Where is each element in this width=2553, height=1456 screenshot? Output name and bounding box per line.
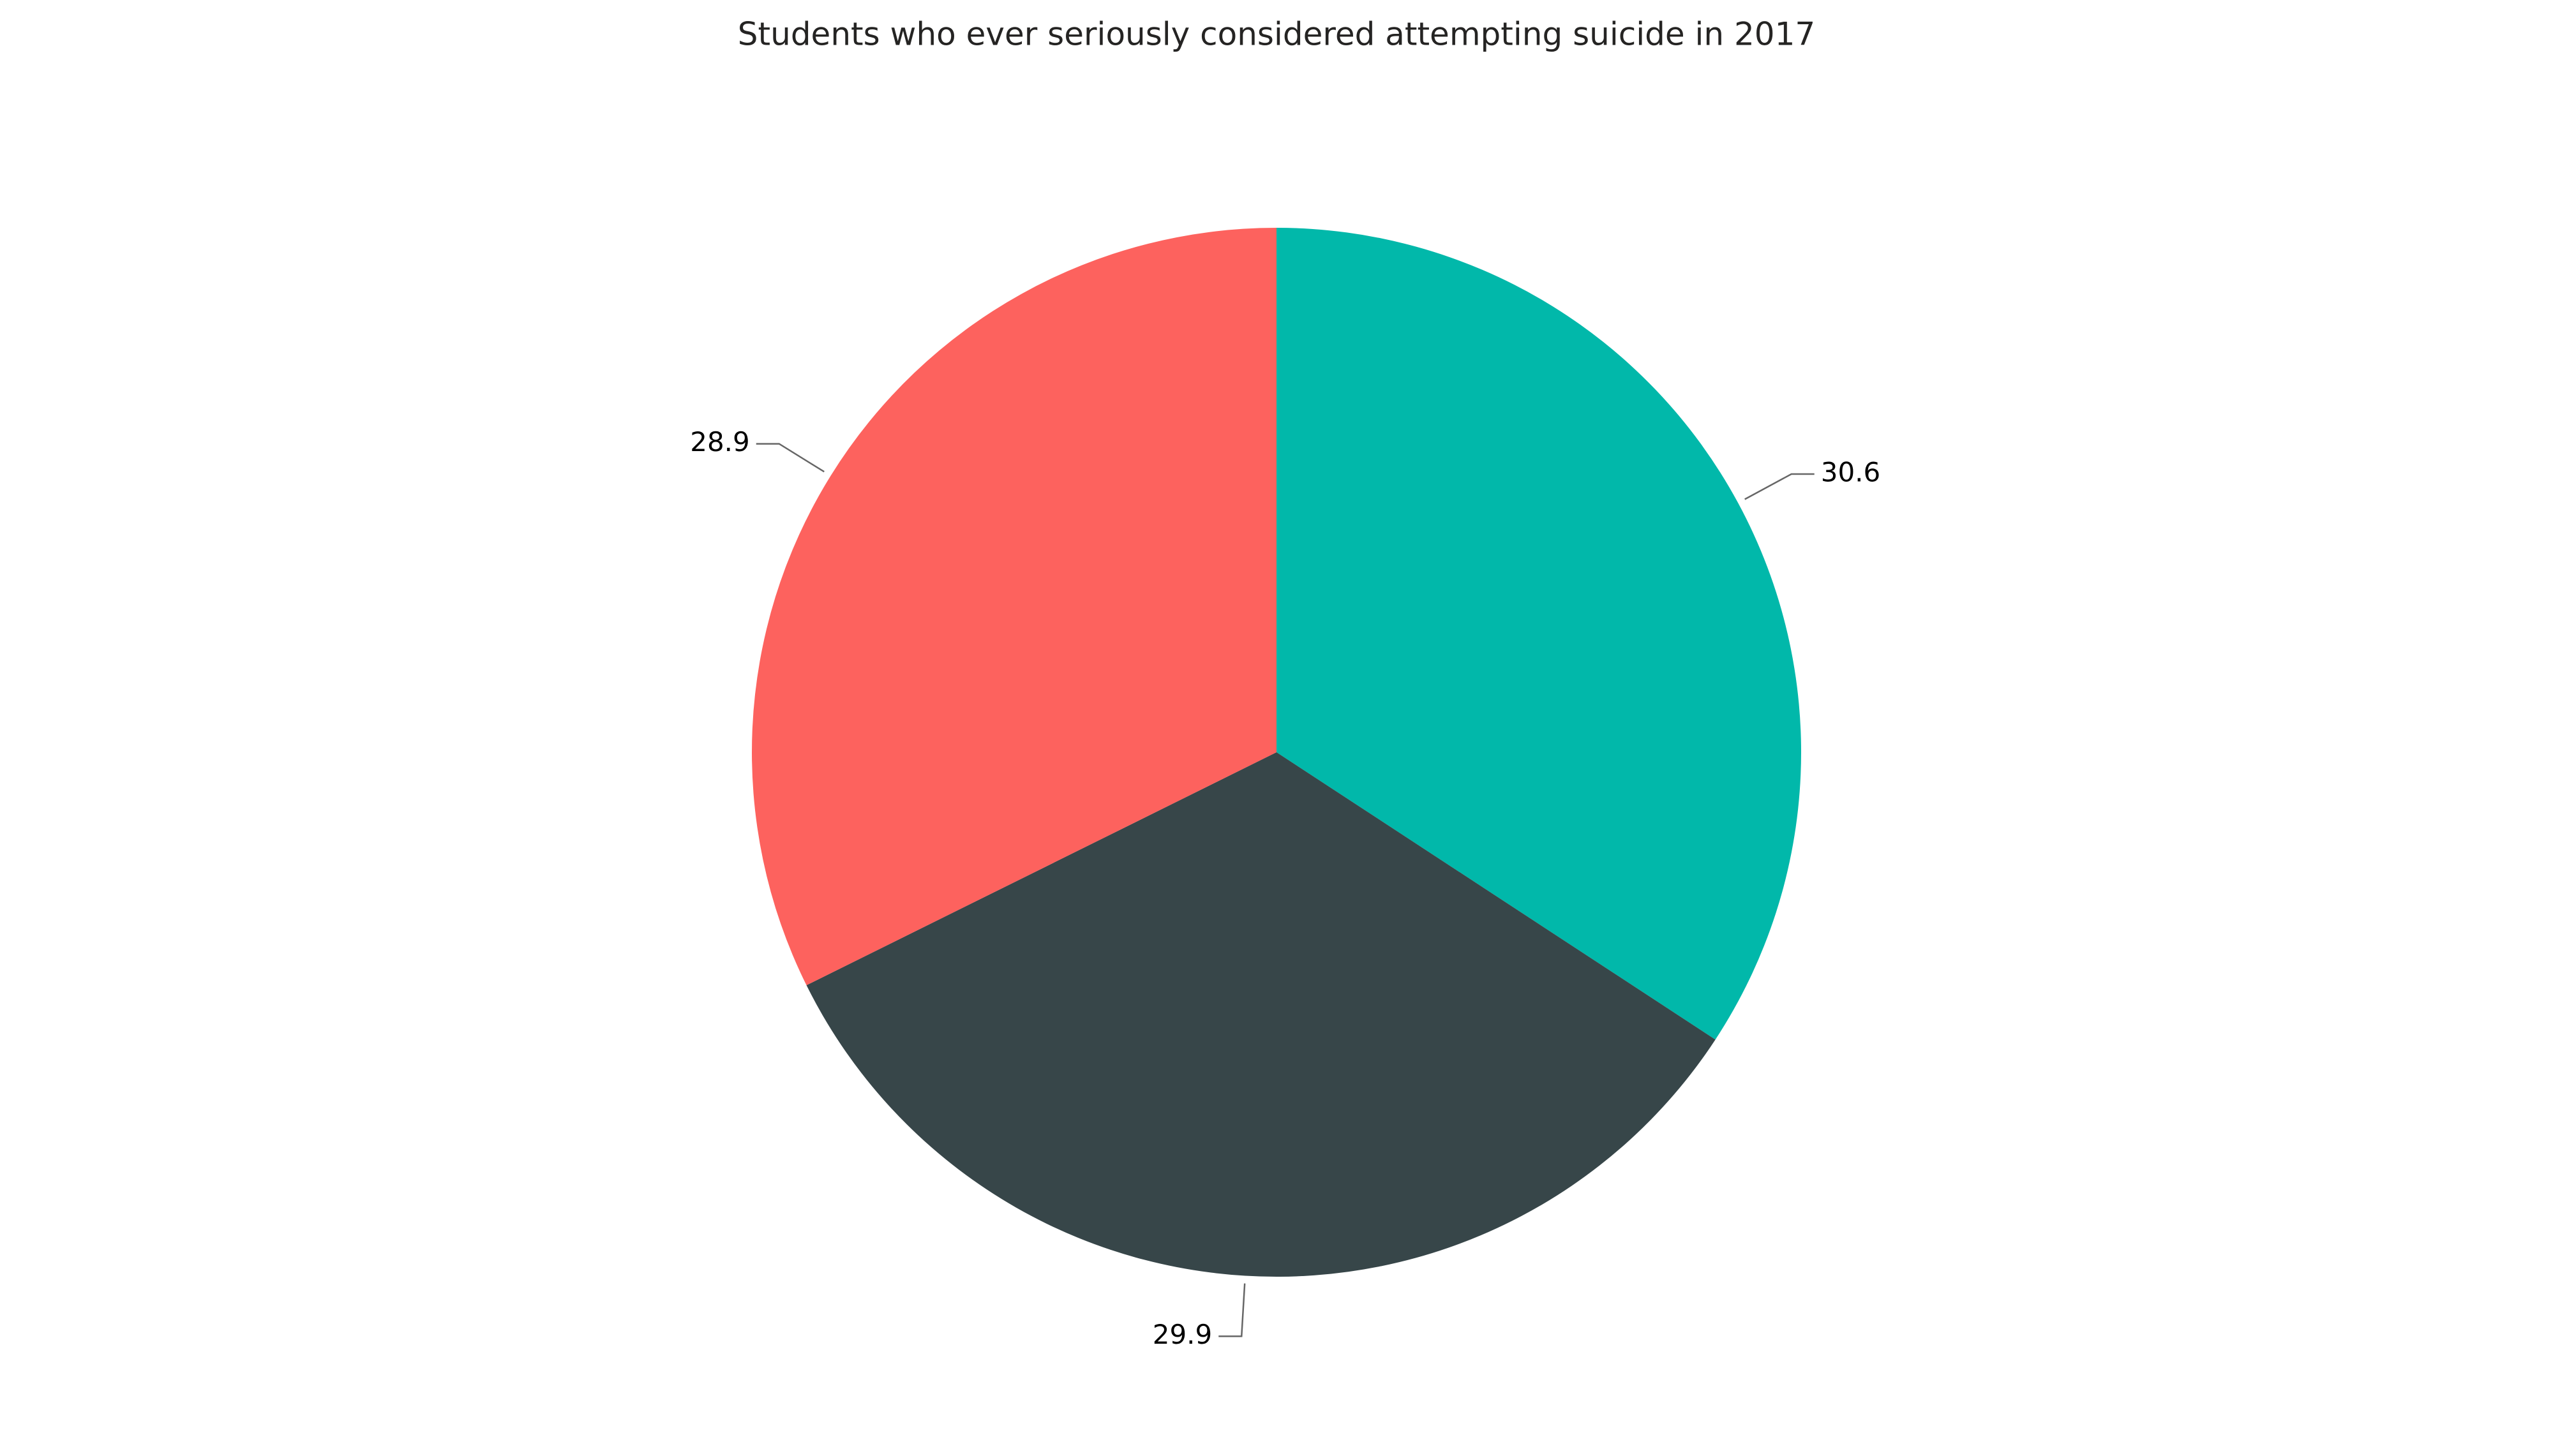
chart-title: Students who ever seriously considered a…	[738, 16, 1815, 53]
leader-line	[1218, 1283, 1246, 1337]
pie-slice	[752, 228, 1276, 986]
pie-slice	[1276, 228, 1801, 1040]
data-label: 28.9	[690, 426, 750, 457]
data-label: 30.6	[1821, 457, 1881, 488]
leader-line	[1744, 473, 1815, 500]
pie-slice	[806, 752, 1716, 1277]
data-label: 29.9	[1153, 1319, 1213, 1350]
leader-line	[756, 443, 825, 473]
